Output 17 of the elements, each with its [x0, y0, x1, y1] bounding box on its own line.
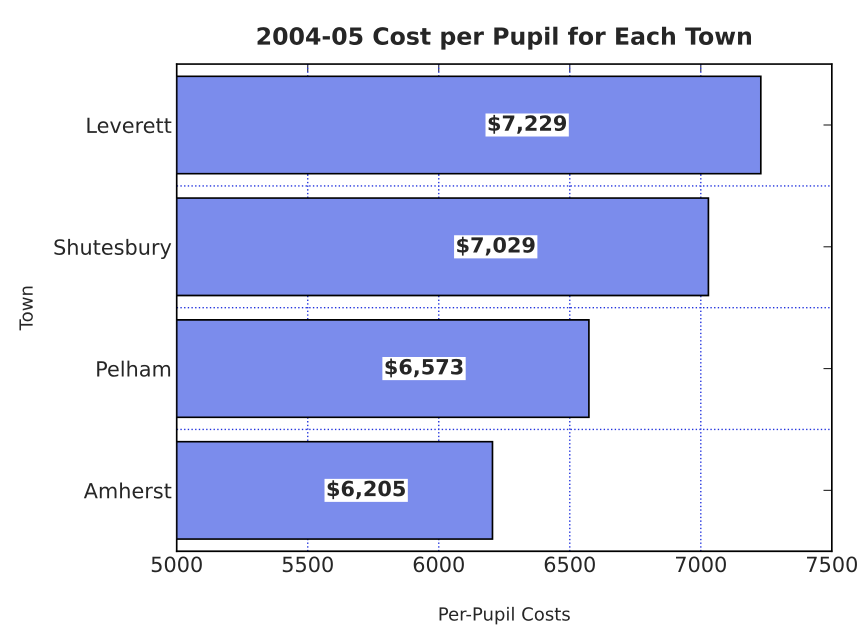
y-axis-title: Town	[19, 286, 33, 330]
x-tick-label: 6500	[544, 556, 595, 572]
data-label: $7,229	[488, 114, 566, 134]
x-tick-label: 6000	[414, 556, 464, 572]
data-label: $6,205	[328, 480, 405, 500]
y-tick-label: Leverett	[87, 118, 172, 134]
y-tick-label: Shutesbury	[54, 238, 172, 260]
x-tick-label: 7500	[807, 556, 857, 572]
y-tick-label: Pelham	[97, 360, 170, 377]
data-label: $7,029	[457, 236, 535, 256]
x-axis-title: Per-Pupil Costs	[440, 606, 570, 624]
chart-title: 2004-05 Cost per Pupil for Each Town	[258, 26, 752, 50]
x-tick-label: 5500	[282, 556, 333, 572]
data-label: $6,573	[385, 358, 463, 378]
y-tick-label: Amherst	[84, 482, 172, 499]
x-tick-label: 5000	[152, 556, 202, 572]
x-tick-label: 7000	[676, 556, 726, 572]
